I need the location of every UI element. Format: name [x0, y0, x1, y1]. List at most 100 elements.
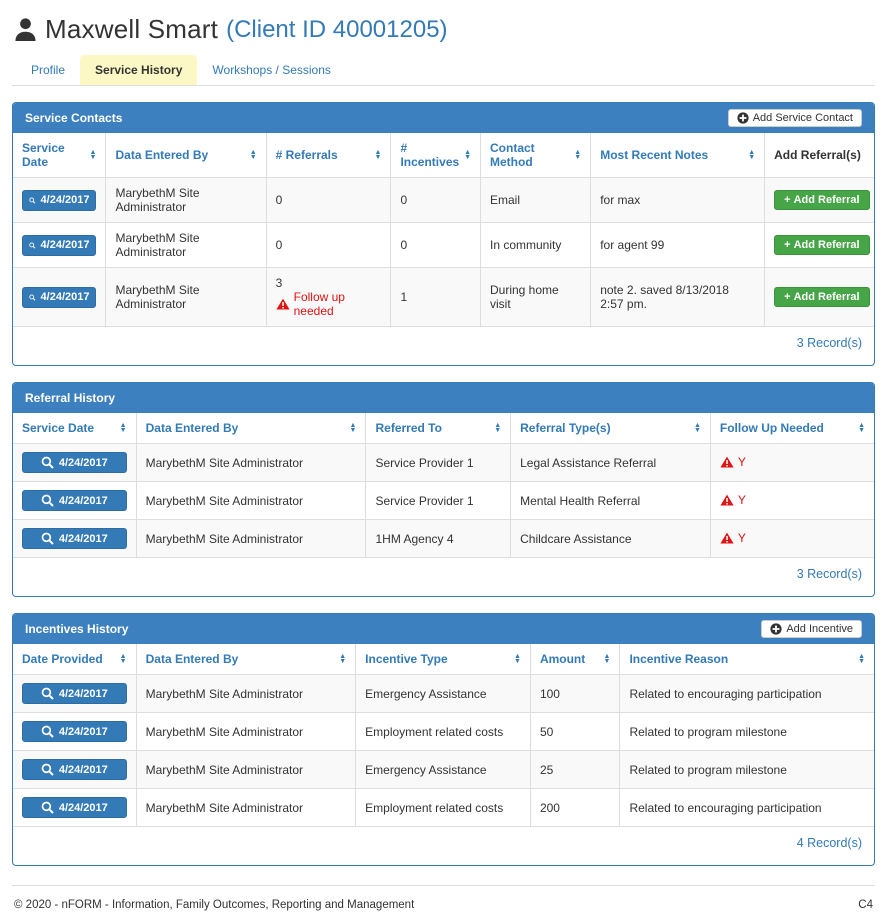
col-data-entered-by[interactable]: Data Entered By ▲ ▼	[105, 133, 267, 178]
col-amount[interactable]: Amount ▲ ▼	[529, 644, 620, 675]
table-row: 4/24/2017 MarybethM Site Administrator E…	[13, 712, 874, 751]
tab-profile[interactable]: Profile	[31, 63, 66, 77]
service-contacts-table: Service Date ▲ ▼ Data Entered By ▲ ▼ # Refer…	[13, 133, 874, 327]
referral-history-heading: Referral History	[13, 383, 874, 413]
table-header-row: Date Provided ▲ ▼ Data Entered By ▲ ▼ Incent…	[13, 644, 874, 675]
col-data-entered-by[interactable]: Data Entered By ▲ ▼	[135, 413, 366, 444]
notes-cell: for max	[590, 177, 765, 223]
referred-to-cell: Service Provider 1	[365, 443, 511, 482]
incentives-history-panel: Incentives History Add Incentive Date Pr…	[12, 613, 875, 866]
col-contact-method[interactable]: Contact Method ▲ ▼	[479, 133, 591, 178]
view-incentive-button[interactable]: 4/24/2017	[22, 683, 127, 704]
col-follow-up-needed[interactable]: Follow Up Needed ▲ ▼	[709, 413, 874, 444]
tab-service-history[interactable]: Service History	[80, 55, 198, 85]
user-icon	[15, 18, 36, 41]
incentive-type-cell: Emergency Assistance	[355, 674, 531, 713]
view-referral-button[interactable]: 4/24/2017	[22, 528, 127, 549]
entered-by-cell: MarybethM Site Administrator	[135, 443, 366, 482]
col-most-recent-notes[interactable]: Most Recent Notes ▲ ▼	[590, 133, 765, 178]
sort-icon: ▲ ▼	[374, 148, 382, 161]
search-icon	[41, 532, 54, 545]
referral-type-cell: Legal Assistance Referral	[510, 443, 711, 482]
add-referral-button[interactable]: + Add Referral	[774, 235, 870, 255]
warning-icon	[720, 494, 734, 505]
search-icon	[29, 241, 36, 249]
add-service-contact-button[interactable]: Add Service Contact	[727, 109, 862, 127]
search-icon	[41, 725, 54, 738]
panel-title: Service Contacts	[25, 111, 123, 125]
referrals-cell: 0	[265, 177, 391, 223]
col-num-referrals[interactable]: # Referrals ▲ ▼	[265, 133, 391, 178]
amount-cell: 200	[529, 788, 620, 827]
view-referral-button[interactable]: 4/24/2017	[22, 490, 127, 511]
table-row: 4/24/2017 MarybethM Site Administrator 0…	[13, 177, 874, 223]
add-referral-button[interactable]: + Add Referral	[774, 190, 870, 210]
sort-icon: ▲ ▼	[858, 652, 865, 665]
warning-icon	[276, 298, 290, 310]
incentive-reason-cell: Related to encouraging participation	[619, 788, 874, 827]
view-referral-button[interactable]: 4/24/2017	[22, 452, 127, 473]
record-count: 3 Record(s)	[796, 567, 862, 581]
view-incentive-button[interactable]: 4/24/2017	[22, 797, 127, 818]
tab-bar: Profile Service History Workshops / Sess…	[12, 55, 875, 86]
incentives-history-table: Date Provided ▲ ▼ Data Entered By ▲ ▼ Incent…	[13, 644, 874, 827]
sort-icon: ▲ ▼	[349, 421, 357, 434]
referrals-cell: 3 Follow up needed	[265, 267, 391, 327]
contact-method-cell: Email	[479, 177, 591, 223]
sort-icon: ▲ ▼	[249, 148, 257, 161]
add-incentive-button[interactable]: Add Incentive	[761, 620, 862, 638]
table-row: 4/24/2017 MarybethM Site Administrator 3…	[13, 267, 874, 327]
col-incentive-reason[interactable]: Incentive Reason ▲ ▼	[619, 644, 874, 675]
search-icon	[41, 763, 54, 776]
view-service-contact-button[interactable]: 4/24/2017	[22, 286, 97, 308]
add-referral-button[interactable]: + Add Referral	[774, 287, 870, 307]
sort-icon: ▲ ▼	[89, 148, 97, 161]
table-row: 4/24/2017 MarybethM Site Administrator 0…	[13, 222, 874, 268]
view-service-contact-button[interactable]: 4/24/2017	[22, 189, 97, 211]
entered-by-cell: MarybethM Site Administrator	[135, 519, 366, 558]
sort-icon: ▲ ▼	[514, 652, 521, 665]
col-num-incentives[interactable]: # Incentives ▲ ▼	[390, 133, 481, 178]
col-service-date[interactable]: Service Date ▲ ▼	[22, 141, 97, 169]
amount-cell: 100	[529, 674, 620, 713]
col-data-entered-by[interactable]: Data Entered By ▲ ▼	[135, 644, 356, 675]
tab-workshops-sessions[interactable]: Workshops / Sessions	[212, 63, 331, 77]
plus-circle-icon	[770, 623, 782, 635]
col-referred-to[interactable]: Referred To ▲ ▼	[365, 413, 511, 444]
entered-by-cell: MarybethM Site Administrator	[135, 788, 356, 827]
col-referral-types[interactable]: Referral Type(s) ▲ ▼	[510, 413, 711, 444]
view-incentive-button[interactable]: 4/24/2017	[22, 721, 127, 742]
referral-history-table: Service Date ▲ ▼ Data Entered By ▲ ▼ Referre…	[13, 413, 874, 558]
col-add-referrals: Add Referral(s)	[764, 133, 874, 178]
view-incentive-button[interactable]: 4/24/2017	[22, 759, 127, 780]
follow-up-cell: Y	[709, 481, 874, 520]
record-count: 3 Record(s)	[796, 336, 862, 350]
notes-cell: for agent 99	[590, 222, 765, 268]
entered-by-cell: MarybethM Site Administrator	[135, 674, 356, 713]
referrals-cell: 0	[265, 222, 391, 268]
referral-type-cell: Childcare Assistance	[510, 519, 711, 558]
incentive-reason-cell: Related to encouraging participation	[619, 674, 874, 713]
table-row: 4/24/2017 MarybethM Site Administrator 1…	[13, 519, 874, 558]
incentive-reason-cell: Related to program milestone	[619, 750, 874, 789]
search-icon	[29, 196, 36, 204]
col-date-provided[interactable]: Date Provided ▲ ▼	[22, 652, 127, 666]
table-row: 4/24/2017 MarybethM Site Administrator E…	[13, 788, 874, 827]
col-service-date[interactable]: Service Date ▲ ▼	[22, 421, 127, 435]
warning-icon	[720, 532, 734, 543]
sort-icon: ▲ ▼	[494, 421, 502, 434]
referred-to-cell: 1HM Agency 4	[365, 519, 511, 558]
table-row: 4/24/2017 MarybethM Site Administrator S…	[13, 481, 874, 520]
client-name: Maxwell Smart	[45, 14, 219, 44]
client-id: (Client ID 40001205)	[226, 15, 448, 43]
sort-icon: ▲ ▼	[464, 148, 471, 161]
search-icon	[41, 456, 54, 469]
view-service-contact-button[interactable]: 4/24/2017	[22, 234, 97, 256]
col-incentive-type[interactable]: Incentive Type ▲ ▼	[355, 644, 531, 675]
service-contacts-heading: Service Contacts Add Service Contact	[13, 103, 874, 133]
service-contacts-panel: Service Contacts Add Service Contact Ser…	[12, 102, 875, 366]
search-icon	[41, 687, 54, 700]
panel-title: Referral History	[25, 391, 116, 405]
search-icon	[41, 801, 54, 814]
notes-cell: note 2. saved 8/13/2018 2:57 pm.	[590, 267, 765, 327]
